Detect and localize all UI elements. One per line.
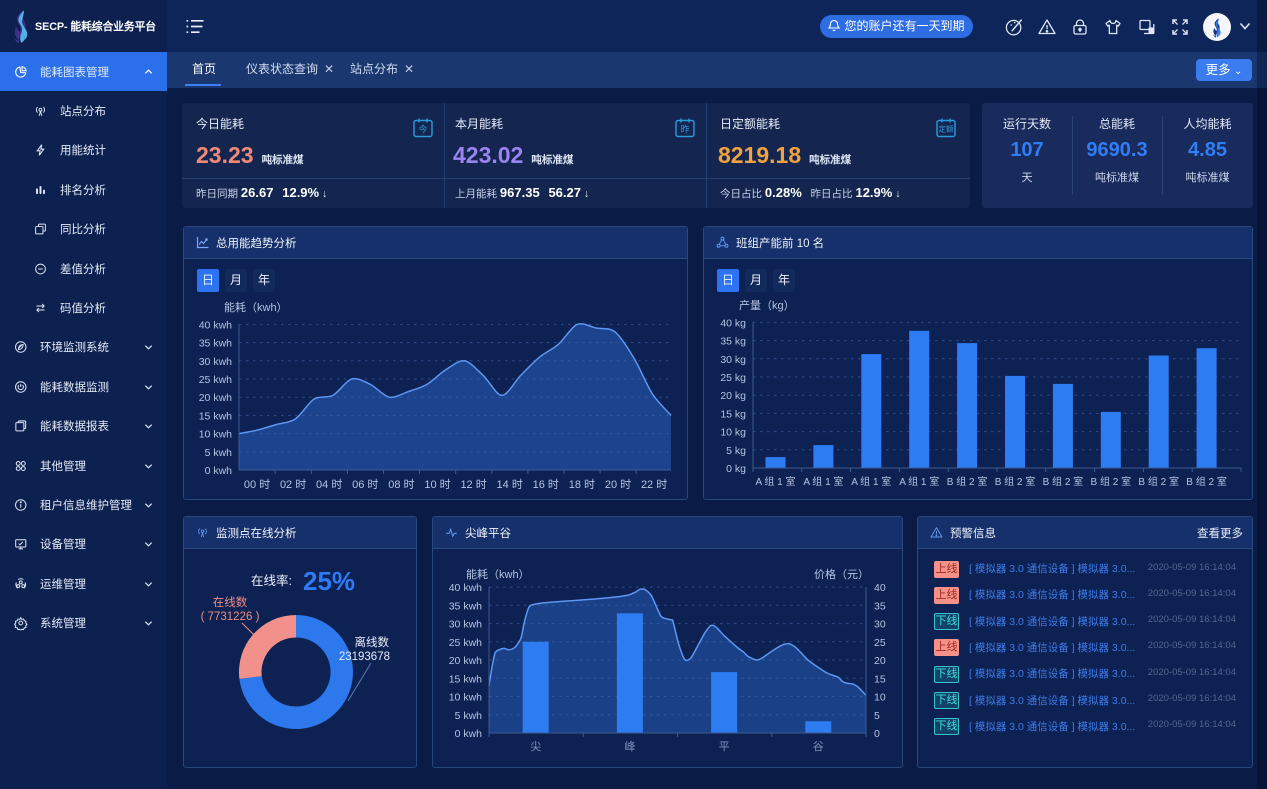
svg-text:B 组 2 室: B 组 2 室 — [995, 475, 1036, 488]
svg-text:35 kwh: 35 kwh — [199, 338, 232, 350]
svg-text:40 kwh: 40 kwh — [449, 582, 482, 594]
svg-text:18 时: 18 时 — [569, 478, 595, 491]
svg-text:02 时: 02 时 — [280, 478, 306, 491]
svg-text:06 时: 06 时 — [352, 478, 378, 491]
svg-text:15 kwh: 15 kwh — [199, 410, 232, 422]
svg-text:30 kwh: 30 kwh — [199, 356, 232, 368]
svg-text:B 组 2 室: B 组 2 室 — [1138, 475, 1179, 488]
svg-text:在线率:: 在线率: — [251, 573, 292, 588]
svg-text:30 kwh: 30 kwh — [449, 619, 482, 631]
svg-text:25: 25 — [874, 637, 886, 649]
svg-text:20 kg: 20 kg — [720, 390, 746, 402]
svg-text:20 kwh: 20 kwh — [449, 655, 482, 667]
svg-text:B 组 2 室: B 组 2 室 — [1091, 475, 1132, 488]
svg-text:定额: 定额 — [939, 124, 954, 134]
svg-text:今: 今 — [419, 124, 428, 135]
svg-text:10 时: 10 时 — [424, 478, 450, 491]
svg-text:5 kg: 5 kg — [726, 445, 746, 457]
svg-text:20 时: 20 时 — [605, 478, 631, 491]
svg-text:B 组 2 室: B 组 2 室 — [947, 475, 988, 488]
svg-text:5 kwh: 5 kwh — [205, 447, 233, 459]
svg-text:14 时: 14 时 — [497, 478, 523, 491]
svg-text:30: 30 — [874, 619, 886, 631]
svg-text:0: 0 — [874, 728, 880, 740]
svg-text:5 kwh: 5 kwh — [455, 710, 483, 722]
svg-text:产量（kg）: 产量（kg） — [739, 298, 795, 312]
svg-text:能耗（kwh）: 能耗（kwh） — [224, 300, 288, 314]
svg-text:A 组 1 室: A 组 1 室 — [755, 475, 795, 488]
svg-text:12 时: 12 时 — [460, 478, 486, 491]
svg-text:30 kg: 30 kg — [720, 354, 746, 366]
svg-text:离线数: 离线数 — [355, 635, 390, 649]
svg-text:40 kwh: 40 kwh — [199, 319, 232, 331]
svg-text:0 kwh: 0 kwh — [455, 728, 483, 740]
svg-text:35: 35 — [874, 600, 886, 612]
svg-text:尖: 尖 — [530, 740, 541, 753]
svg-text:0 kg: 0 kg — [726, 463, 746, 475]
svg-text:谷: 谷 — [813, 740, 824, 753]
svg-text:A 组 1 室: A 组 1 室 — [851, 475, 891, 488]
svg-text:23193678: 23193678 — [339, 651, 390, 663]
svg-text:15 kg: 15 kg — [720, 408, 746, 420]
svg-text:35 kwh: 35 kwh — [449, 600, 482, 612]
svg-text:40: 40 — [874, 582, 886, 594]
svg-text:0 kwh: 0 kwh — [205, 465, 233, 477]
svg-text:04 时: 04 时 — [316, 478, 342, 491]
svg-text:10 kg: 10 kg — [720, 427, 746, 439]
svg-text:( 7731226 ): ( 7731226 ) — [201, 611, 260, 623]
svg-text:A 组 1 室: A 组 1 室 — [803, 475, 843, 488]
svg-text:10 kwh: 10 kwh — [199, 429, 232, 441]
svg-text:16 时: 16 时 — [533, 478, 559, 491]
svg-text:A 组 1 室: A 组 1 室 — [899, 475, 939, 488]
svg-text:25 kwh: 25 kwh — [199, 374, 232, 386]
svg-text:峰: 峰 — [624, 740, 635, 753]
svg-text:25 kwh: 25 kwh — [449, 637, 482, 649]
svg-text:10: 10 — [874, 692, 886, 704]
svg-text:00 时: 00 时 — [244, 478, 270, 491]
svg-text:20 kwh: 20 kwh — [199, 392, 232, 404]
svg-text:40 kg: 40 kg — [720, 317, 746, 329]
svg-text:08 时: 08 时 — [388, 478, 414, 491]
svg-text:35 kg: 35 kg — [720, 336, 746, 348]
svg-text:B 组 2 室: B 组 2 室 — [1043, 475, 1084, 488]
svg-text:15: 15 — [874, 673, 886, 685]
svg-text:25 kg: 25 kg — [720, 372, 746, 384]
svg-text:在线数: 在线数 — [213, 595, 248, 609]
svg-text:20: 20 — [874, 655, 886, 667]
svg-text:A: A — [1150, 29, 1154, 35]
svg-text:5: 5 — [874, 710, 880, 722]
svg-text:价格（元）: 价格（元） — [814, 567, 869, 581]
svg-text:25%: 25% — [303, 566, 355, 596]
svg-text:能耗（kwh）: 能耗（kwh） — [466, 567, 530, 581]
svg-text:22 时: 22 时 — [641, 478, 667, 491]
svg-text:昨: 昨 — [681, 124, 690, 135]
svg-text:平: 平 — [719, 741, 730, 753]
svg-text:15 kwh: 15 kwh — [449, 673, 482, 685]
svg-text:B 组 2 室: B 组 2 室 — [1186, 475, 1227, 488]
svg-text:10 kwh: 10 kwh — [449, 692, 482, 704]
